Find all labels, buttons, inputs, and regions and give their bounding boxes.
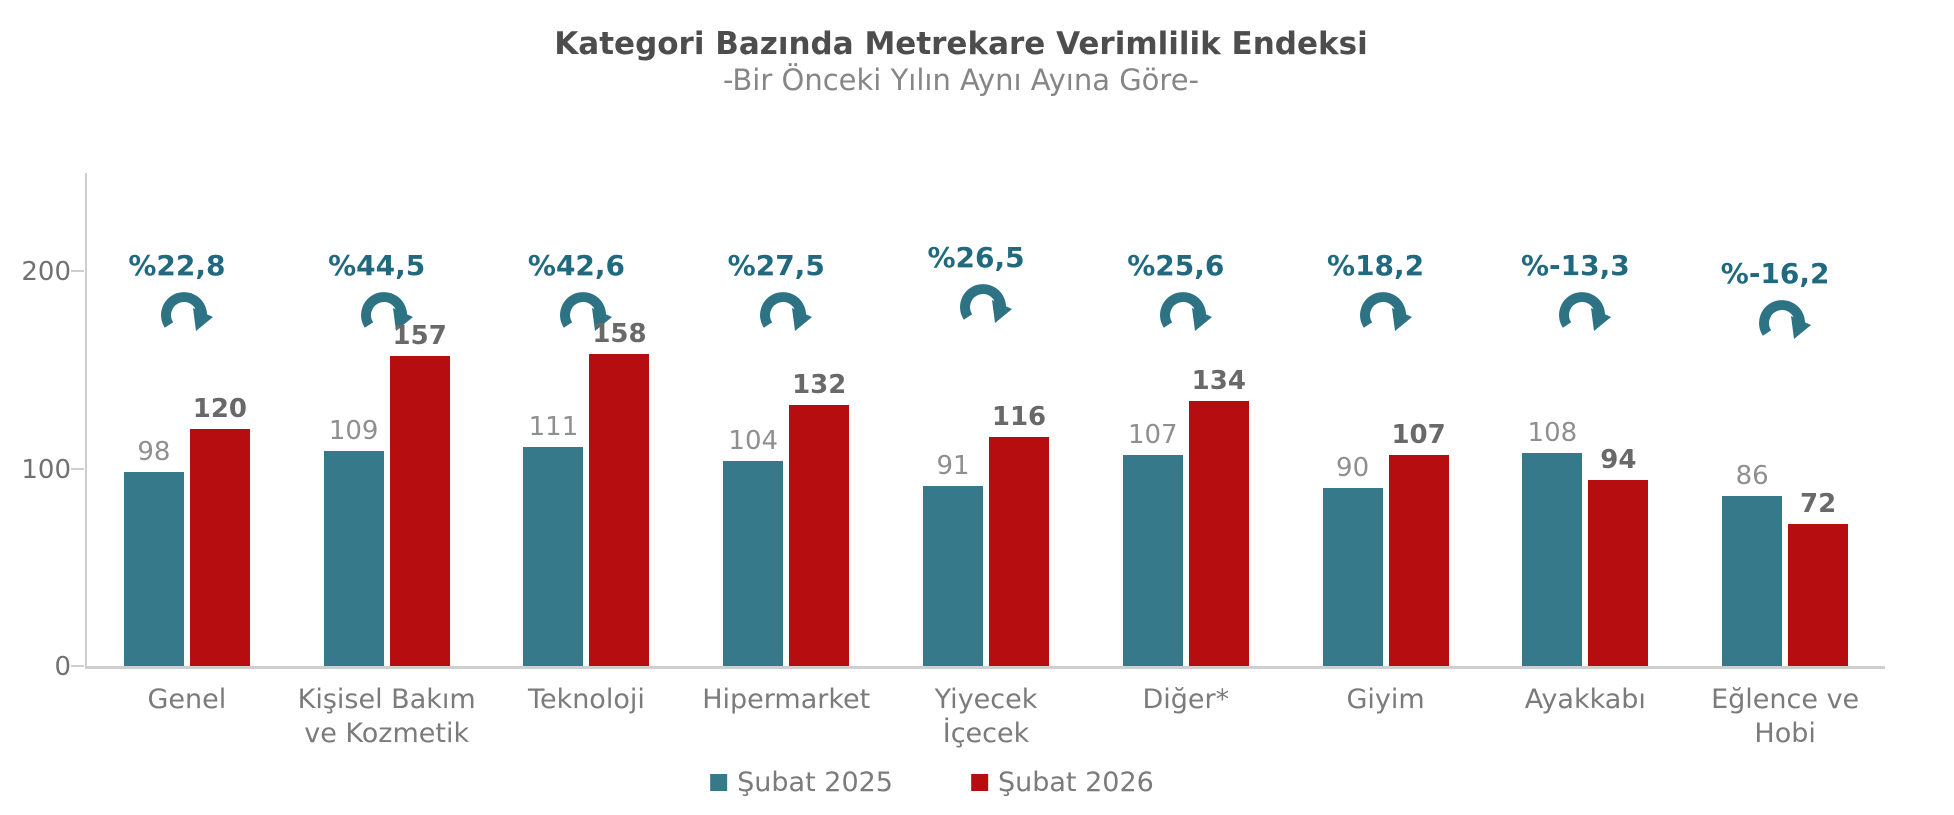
value-label-2025: 109 — [328, 415, 379, 446]
chart-title: Kategori Bazında Metrekare Verimlilik En… — [554, 26, 1368, 62]
bar-pair: 98 120 — [123, 394, 250, 666]
value-label-2025: 111 — [528, 411, 579, 442]
legend-item-2025: Şubat 2025 — [710, 767, 893, 798]
category-label: Diğer* — [1142, 684, 1230, 715]
category-group: %26,5 91 116 Yiyecek İçecek — [886, 173, 1086, 749]
growth-arrow-icon — [954, 277, 1018, 323]
legend: Şubat 2025 Şubat 2026 — [710, 767, 1154, 798]
bar-pair: 107 134 — [1122, 366, 1249, 666]
bar-pair: 86 72 — [1722, 461, 1849, 666]
bar-2026: 72 — [1788, 489, 1849, 666]
category-group: %44,5 109 157 Kişisel Bakım ve Kozmetik — [287, 173, 487, 749]
bar-pair: 108 94 — [1522, 418, 1649, 666]
pct-change-label: %42,6 — [527, 249, 626, 282]
bar-2025: 109 — [323, 416, 384, 666]
value-label-2025: 108 — [1527, 417, 1578, 448]
value-label-2026: 72 — [1800, 488, 1837, 519]
value-label-2025: 98 — [137, 437, 171, 468]
bar-pair: 111 158 — [523, 319, 650, 666]
value-label-2025: 90 — [1336, 453, 1370, 484]
bar-2026: 94 — [1588, 445, 1649, 666]
legend-swatch-2025-icon — [710, 774, 728, 791]
category-label: Teknoloji — [528, 684, 645, 715]
groups: %22,8 98 120 Genel %44,5 10 — [87, 173, 1885, 749]
bar-2026: 107 — [1388, 420, 1449, 666]
value-label-2026: 157 — [392, 320, 447, 351]
value-label-2025: 107 — [1127, 419, 1178, 450]
chart-header: Kategori Bazında Metrekare Verimlilik En… — [0, 26, 1938, 97]
value-label-2025: 91 — [936, 451, 970, 482]
growth-arrow-icon — [1354, 285, 1418, 331]
category-group: %27,5 104 132 Hipermarket — [686, 173, 886, 715]
bar-2026: 132 — [789, 370, 850, 666]
pct-change-label: %25,6 — [1127, 249, 1225, 282]
bar-2025: 91 — [923, 451, 984, 666]
growth-arrow-icon — [155, 285, 219, 331]
value-label-2025: 86 — [1735, 461, 1769, 492]
bar-pair: 109 157 — [323, 321, 450, 666]
value-label-2026: 120 — [192, 394, 248, 424]
legend-swatch-2026-icon — [971, 774, 988, 791]
bar-2026: 157 — [389, 321, 450, 666]
bar-2025: 86 — [1722, 461, 1783, 666]
bar-2025: 98 — [123, 437, 184, 666]
growth-arrow-icon — [1154, 285, 1218, 331]
value-label-2026: 158 — [592, 318, 647, 349]
category-label: Giyim — [1346, 684, 1425, 715]
y-tick-label: 0 — [54, 652, 71, 682]
bar-2025: 104 — [723, 426, 784, 666]
bar-pair: 91 116 — [923, 402, 1050, 666]
category-label: Eğlence ve Hobi — [1711, 684, 1860, 749]
plot-area: %22,8 98 120 Genel %44,5 10 — [21, 173, 1885, 749]
y-tick-label: 200 — [21, 257, 71, 287]
growth-arrow-icon — [355, 285, 419, 331]
value-label-2025: 104 — [728, 425, 779, 456]
growth-arrow-icon — [754, 285, 818, 331]
category-label: Yiyecek İçecek — [934, 684, 1038, 749]
value-label-2026: 132 — [792, 370, 847, 401]
y-tick-label: 100 — [21, 454, 71, 485]
bar-pair: 104 132 — [723, 370, 850, 666]
growth-arrow-icon — [1553, 285, 1617, 331]
category-group: %25,6 107 134 Diğer* — [1086, 173, 1286, 715]
category-group: %42,6 111 158 Teknoloji — [487, 173, 687, 715]
bar-2025: 90 — [1322, 453, 1383, 666]
pct-change-label: %18,2 — [1327, 249, 1425, 282]
pct-change-label: %22,8 — [128, 249, 226, 282]
pct-change-label: %44,5 — [328, 249, 426, 282]
y-tick-mark — [71, 665, 84, 667]
legend-label-2026: Şubat 2026 — [998, 767, 1154, 798]
legend-label-2025: Şubat 2025 — [737, 767, 893, 798]
bar-2026: 116 — [989, 402, 1050, 666]
value-label-2026: 107 — [1391, 419, 1446, 450]
value-label-2026: 134 — [1191, 366, 1246, 397]
category-group: %-13,3 108 94 Ayakkabı — [1485, 173, 1685, 715]
category-label: Genel — [147, 684, 227, 715]
category-label: Ayakkabı — [1524, 684, 1646, 715]
category-label: Kişisel Bakım ve Kozmetik — [297, 684, 476, 749]
growth-arrow-icon — [554, 285, 618, 331]
pct-change-label: %27,5 — [727, 249, 825, 282]
bar-2026: 158 — [589, 319, 650, 666]
pct-change-label: %-16,2 — [1720, 257, 1830, 290]
growth-arrow-icon — [1753, 293, 1817, 339]
bar-pair: 90 107 — [1322, 420, 1449, 666]
bar-2025: 108 — [1522, 418, 1583, 666]
category-label: Hipermarket — [702, 684, 871, 715]
bar-2026: 134 — [1188, 366, 1249, 666]
category-group: %18,2 90 107 Giyim — [1286, 173, 1486, 715]
chart-subtitle: -Bir Önceki Yılın Aynı Ayına Göre- — [722, 63, 1200, 97]
pct-change-label: %26,5 — [927, 241, 1025, 274]
bar-2025: 111 — [523, 412, 584, 666]
pct-change-label: %-13,3 — [1520, 249, 1630, 282]
y-tick-mark — [71, 467, 84, 470]
legend-item-2026: Şubat 2026 — [971, 767, 1154, 798]
bar-2025: 107 — [1122, 420, 1183, 666]
value-label-2026: 116 — [991, 401, 1047, 432]
value-label-2026: 94 — [1600, 445, 1637, 476]
category-group: %22,8 98 120 Genel — [87, 173, 287, 715]
bar-2026: 120 — [189, 394, 250, 666]
y-tick-mark — [71, 270, 84, 272]
category-group: %-16,2 86 72 Eğlence ve Hobi — [1685, 173, 1885, 749]
